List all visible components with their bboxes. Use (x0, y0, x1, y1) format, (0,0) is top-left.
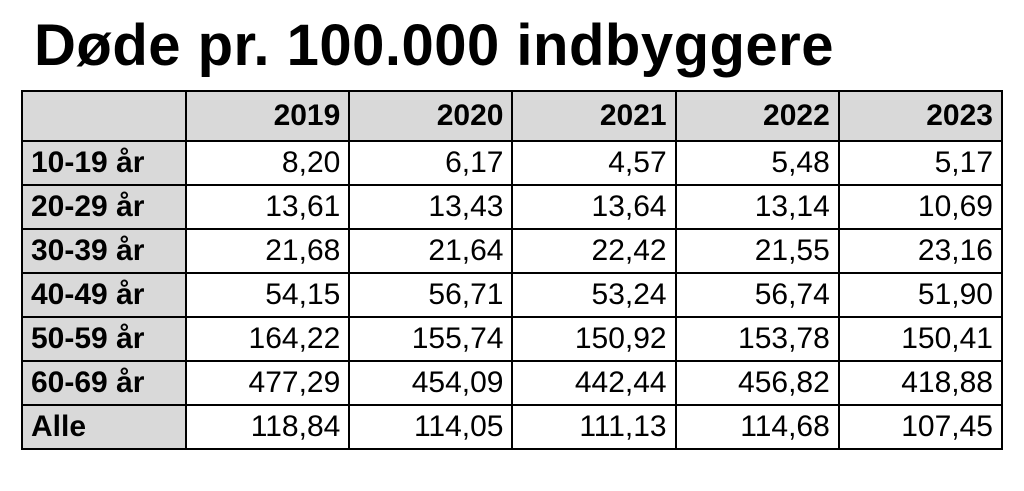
table-cell: 56,71 (348, 272, 514, 318)
row-header: 60-69 år (20, 360, 188, 406)
table-cell: 477,29 (185, 360, 351, 406)
table-cell: 10,69 (837, 184, 1004, 230)
table-cell: 150,41 (837, 316, 1004, 362)
column-header-2019: 2019 (185, 90, 351, 142)
row-header: 20-29 år (20, 184, 188, 230)
header-row: 2019 2020 2021 2022 2023 (20, 90, 1004, 142)
corner-cell (20, 90, 188, 142)
table-row: 10-19 år 8,20 6,17 4,57 5,48 5,17 (20, 140, 1004, 186)
data-table: 2019 2020 2021 2022 2023 10-19 år 8,20 6… (20, 90, 1004, 450)
table-cell: 5,48 (674, 140, 840, 186)
table-cell: 13,64 (511, 184, 677, 230)
table-row: 30-39 år 21,68 21,64 22,42 21,55 23,16 (20, 228, 1004, 274)
table-row: Alle 118,84 114,05 111,13 114,68 107,45 (20, 404, 1004, 450)
table-cell: 454,09 (348, 360, 514, 406)
table-cell: 21,64 (348, 228, 514, 274)
table-cell: 114,05 (348, 404, 514, 450)
table-cell: 56,74 (674, 272, 840, 318)
table-cell: 13,61 (185, 184, 351, 230)
table-cell: 111,13 (511, 404, 677, 450)
column-header-2022: 2022 (674, 90, 840, 142)
table-cell: 51,90 (837, 272, 1004, 318)
table-cell: 153,78 (674, 316, 840, 362)
table-cell: 150,92 (511, 316, 677, 362)
table-cell: 53,24 (511, 272, 677, 318)
table-cell: 5,17 (837, 140, 1004, 186)
table-cell: 21,68 (185, 228, 351, 274)
table-cell: 442,44 (511, 360, 677, 406)
row-header: 50-59 år (20, 316, 188, 362)
row-header: 40-49 år (20, 272, 188, 318)
table-cell: 21,55 (674, 228, 840, 274)
table-cell: 6,17 (348, 140, 514, 186)
table-row: 20-29 år 13,61 13,43 13,64 13,14 10,69 (20, 184, 1004, 230)
table-cell: 54,15 (185, 272, 351, 318)
column-header-2021: 2021 (511, 90, 677, 142)
table-cell: 23,16 (837, 228, 1004, 274)
table-cell: 8,20 (185, 140, 351, 186)
table-cell: 4,57 (511, 140, 677, 186)
table-row: 50-59 år 164,22 155,74 150,92 153,78 150… (20, 316, 1004, 362)
column-header-2023: 2023 (837, 90, 1004, 142)
table-cell: 418,88 (837, 360, 1004, 406)
table-row: 40-49 år 54,15 56,71 53,24 56,74 51,90 (20, 272, 1004, 318)
table-cell: 13,14 (674, 184, 840, 230)
table-cell: 456,82 (674, 360, 840, 406)
row-header: 10-19 år (20, 140, 188, 186)
table-cell: 155,74 (348, 316, 514, 362)
table-cell: 107,45 (837, 404, 1004, 450)
row-header: Alle (20, 404, 188, 450)
table-cell: 164,22 (185, 316, 351, 362)
table-cell: 114,68 (674, 404, 840, 450)
table-cell: 13,43 (348, 184, 514, 230)
column-header-2020: 2020 (348, 90, 514, 142)
table-cell: 118,84 (185, 404, 351, 450)
table-title: Døde pr. 100.000 indbyggere (34, 13, 835, 78)
row-header: 30-39 år (20, 228, 188, 274)
table-row: 60-69 år 477,29 454,09 442,44 456,82 418… (20, 360, 1004, 406)
table-cell: 22,42 (511, 228, 677, 274)
